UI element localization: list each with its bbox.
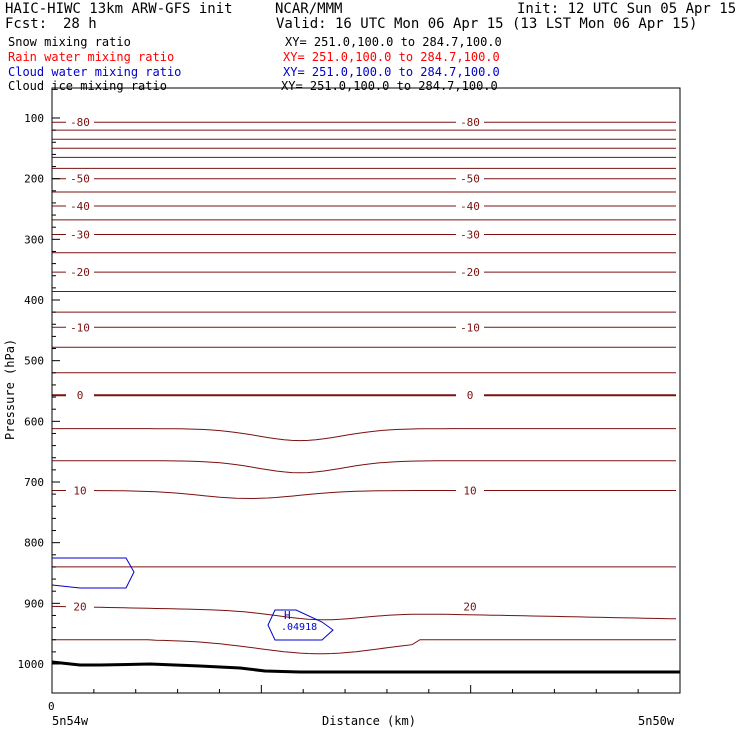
isotherm-label: -30 xyxy=(70,228,90,241)
isotherm-line xyxy=(51,605,677,621)
valid-time: Valid: 16 UTC Mon 06 Apr 15 (13 LST Mon … xyxy=(276,16,698,32)
isotherm-label: -80 xyxy=(70,116,90,129)
isotherm-label: 20 xyxy=(73,600,86,613)
x-axis-right-label: 5n50w xyxy=(638,714,675,728)
isotherm-line xyxy=(52,490,676,500)
isotherm-label-bg xyxy=(66,321,94,334)
plot-title: HAIC-HIWC 13km ARW-GFS init xyxy=(5,1,233,17)
y-tick-label: 800 xyxy=(24,537,44,550)
y-tick-label: 1000 xyxy=(18,658,45,671)
isotherm-label: 0 xyxy=(77,389,84,402)
y-tick-label: 900 xyxy=(24,597,44,610)
high-marker-label: H xyxy=(284,609,291,622)
isotherm-label: 20 xyxy=(463,600,476,613)
legend-snow-xy: XY= 251.0,100.0 to 284.7,100.0 xyxy=(285,35,502,49)
y-tick-label: 400 xyxy=(24,294,44,307)
legend-rain-xy: XY= 251.0,100.0 to 284.7,100.0 xyxy=(283,50,500,64)
x-axis-origin-label: 0 xyxy=(48,700,55,713)
y-axis-title: Pressure (hPa) xyxy=(3,339,17,440)
isotherm-label-bg xyxy=(456,199,484,212)
isotherm-label: -20 xyxy=(70,266,90,279)
isotherm-label: -40 xyxy=(460,200,480,213)
isotherm-line xyxy=(52,460,676,474)
isotherm-label: -10 xyxy=(460,321,480,334)
isotherm-label-bg xyxy=(456,484,484,497)
y-tick-label: 100 xyxy=(24,112,44,125)
init-time: Init: 12 UTC Sun 05 Apr 15 xyxy=(517,1,737,17)
isotherm-label-bg xyxy=(456,172,484,185)
y-tick-label: 700 xyxy=(24,476,44,489)
isotherm-label: 0 xyxy=(467,389,474,402)
isotherm-label-bg xyxy=(66,600,94,613)
ground-surface-line xyxy=(51,660,680,674)
isotherm-label-bg xyxy=(456,389,484,402)
y-tick-label: 300 xyxy=(24,233,44,246)
isotherm-label: -50 xyxy=(460,173,480,186)
cloud-water-contour-center xyxy=(267,609,334,641)
isotherm-label: 10 xyxy=(73,484,86,497)
isotherm-label: -20 xyxy=(460,266,480,279)
legend-cloud-water-xy: XY= 251.0,100.0 to 284.7,100.0 xyxy=(283,65,500,79)
isotherm-label-bg xyxy=(456,228,484,241)
isotherm-label-bg xyxy=(66,172,94,185)
fcst-label: Fcst: xyxy=(5,16,48,32)
isotherm-label: 10 xyxy=(463,484,476,497)
isotherm-label-bg xyxy=(456,266,484,279)
isotherm-label-bg xyxy=(66,266,94,279)
legend-cloud-ice-name: Cloud ice mixing ratio xyxy=(8,79,167,93)
x-axis-title: Distance (km) xyxy=(322,714,416,728)
isotherm-label-bg xyxy=(456,116,484,129)
isotherm-label-bg xyxy=(66,228,94,241)
isotherm-label: -10 xyxy=(70,321,90,334)
isotherm-line xyxy=(52,428,676,442)
y-tick-label: 500 xyxy=(24,355,44,368)
isotherm-label: -80 xyxy=(460,116,480,129)
isotherm-label-bg xyxy=(66,484,94,497)
legend-cloud-ice-xy: XY= 251.0,100.0 to 284.7,100.0 xyxy=(281,79,498,93)
isotherm-label-bg xyxy=(66,389,94,402)
isotherm-label-bg xyxy=(66,199,94,212)
isotherm-label-bg xyxy=(456,600,484,613)
legend-snow-name: Snow mixing ratio xyxy=(8,35,131,49)
isotherm-label: -30 xyxy=(460,228,480,241)
isotherm-label-bg xyxy=(66,116,94,129)
legend-cloud-water-name: Cloud water mixing ratio xyxy=(8,65,182,79)
y-tick-label: 200 xyxy=(24,173,44,186)
legend-rain-name: Rain water mixing ratio xyxy=(8,50,175,64)
plot-frame xyxy=(51,87,681,694)
isotherm-label: -50 xyxy=(70,173,90,186)
x-axis-left-label: 5n54w xyxy=(52,714,89,728)
cloud-water-contour-left xyxy=(51,557,135,589)
org-label: NCAR/MMM xyxy=(275,1,343,17)
isotherm-line xyxy=(52,639,676,655)
isotherm-label: -40 xyxy=(70,200,90,213)
high-marker-value: .04918 xyxy=(281,622,317,633)
y-tick-label: 600 xyxy=(24,415,44,428)
fcst-value: 28 h xyxy=(63,16,97,32)
isotherm-label-bg xyxy=(456,321,484,334)
